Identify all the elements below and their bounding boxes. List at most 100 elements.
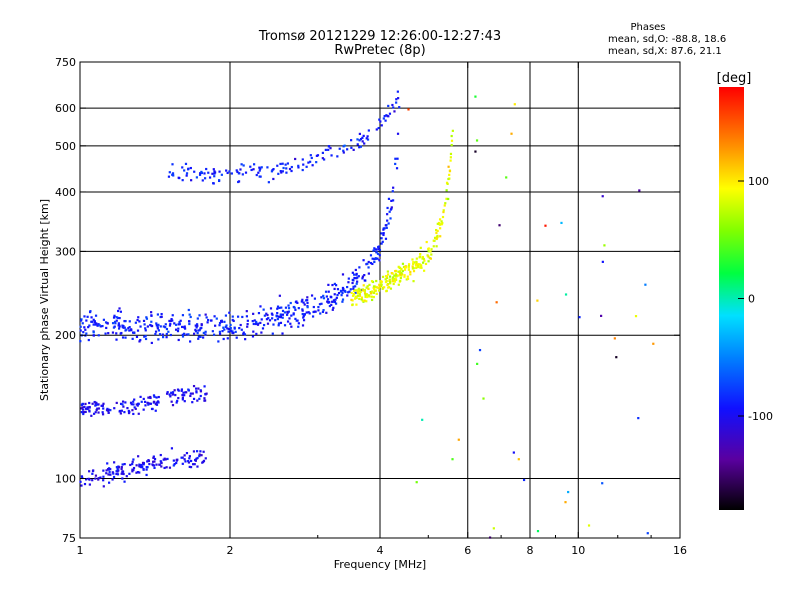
data-point [118,410,121,413]
data-point [119,332,122,335]
data-point [158,333,162,336]
data-point [283,311,287,314]
data-point [355,282,358,285]
data-point [356,138,359,141]
data-point [391,276,395,279]
data-point [358,293,361,296]
data-point [226,337,229,340]
data-point [117,324,120,327]
data-point [150,324,154,328]
data-point [388,280,392,283]
data-point [400,274,403,277]
data-point [199,389,202,392]
colorbar-tick-label: 0 [748,293,755,306]
data-point [174,323,178,326]
data-point [412,267,415,270]
data-point [138,465,141,468]
data-point [181,393,184,397]
data-point [144,327,147,330]
data-point [359,288,362,291]
data-point [427,255,430,258]
data-point [255,332,258,336]
data-point [164,323,167,326]
data-point [100,404,103,407]
data-point [257,171,260,174]
data-point [292,305,295,309]
data-point [341,298,345,301]
data-point [133,406,136,409]
data-point [335,284,338,287]
data-point [232,331,235,335]
data-point [311,164,314,167]
data-point [312,310,315,314]
data-point [353,292,356,296]
data-point [352,289,356,292]
data-point [379,284,383,288]
data-point [174,328,178,331]
data-point [435,237,438,240]
data-point [94,403,97,407]
data-point [332,306,335,309]
data-point [203,172,206,175]
data-point [155,401,158,404]
data-point [364,293,367,296]
data-point [450,143,453,147]
data-point [394,272,397,275]
data-point [440,220,443,223]
data-point [171,163,174,166]
data-point [407,264,410,268]
data-point [136,329,140,332]
data-point [129,463,132,467]
data-point [104,332,107,335]
data-point [119,412,122,415]
data-point [295,319,298,322]
data-point [430,253,433,256]
data-point [329,147,332,150]
data-point [351,294,355,297]
data-point [381,287,384,290]
data-point [394,162,397,166]
data-point [91,469,95,473]
data-point [130,329,133,332]
data-point [278,306,281,310]
data-point [154,409,157,412]
data-point [308,312,311,315]
data-point [176,399,179,403]
data-point [228,170,231,173]
data-point [177,327,180,330]
data-point [195,326,198,329]
data-point [203,397,206,400]
data-point [163,466,166,470]
data-point [301,158,304,161]
data-point [83,482,87,486]
data-point [192,450,196,453]
data-point [365,294,368,297]
data-point [117,309,120,313]
data-point [167,175,171,178]
data-point [172,459,175,462]
data-point [266,166,269,169]
data-point [354,268,357,272]
data-point [136,404,139,407]
data-point [225,324,228,327]
data-point [249,165,252,168]
data-point [358,297,361,300]
data-point [137,402,140,406]
data-point [185,391,188,394]
data-point [341,273,345,276]
data-point [198,314,201,317]
data-point [351,299,354,302]
data-point [295,300,298,303]
data-point [267,317,270,320]
data-point [160,315,163,318]
data-point [202,450,205,453]
data-point [257,312,261,315]
data-point [259,321,262,325]
data-point [118,316,121,320]
data-point [297,307,300,310]
data-point [97,334,100,337]
data-point [265,312,268,315]
data-point [79,340,82,343]
data-point [406,275,409,278]
colorbar-label: [deg] [717,71,752,86]
